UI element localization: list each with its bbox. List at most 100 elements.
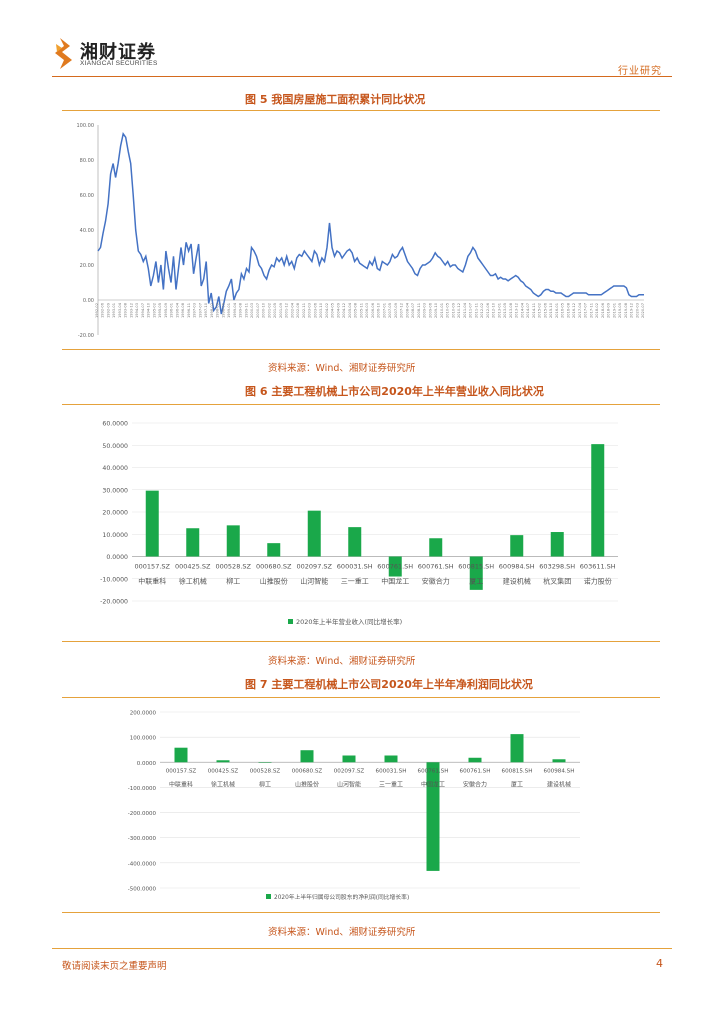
bar bbox=[216, 760, 230, 763]
bar bbox=[591, 444, 605, 557]
x-tick-label: 1999-11 bbox=[244, 303, 248, 318]
x-tick-label: 1992-09 bbox=[106, 302, 110, 318]
x-tick-company: 厦工 bbox=[511, 781, 523, 788]
y-tick-label: 0.0000 bbox=[137, 761, 157, 767]
x-tick-label: 2011-04 bbox=[463, 302, 467, 318]
bar bbox=[267, 543, 281, 557]
x-tick-label: 2002-08 bbox=[296, 302, 300, 318]
header-rule bbox=[52, 76, 672, 77]
x-tick-label: 1999-01 bbox=[227, 303, 231, 318]
x-tick-label: 1999-04 bbox=[233, 302, 237, 318]
x-tick-company: 山河智能 bbox=[300, 577, 328, 586]
footer-rule bbox=[52, 948, 672, 949]
x-tick-company: 中国龙工 bbox=[381, 577, 409, 586]
x-tick-label: 2015-06 bbox=[543, 302, 547, 318]
bar bbox=[429, 538, 443, 557]
legend-label: 2020年上半年归属母公司股东的净利润(同比增长率) bbox=[274, 893, 409, 901]
bar bbox=[145, 490, 159, 557]
legend-swatch bbox=[288, 619, 293, 624]
x-tick-company: 柳工 bbox=[259, 780, 271, 788]
x-tick-label: 2001-02 bbox=[267, 303, 271, 318]
chart-revenue-growth: 60.0000 50.0000 40.0000 30.0000 20.0000 10.00… bbox=[100, 421, 618, 626]
brand-name-cn: 湘财证券 bbox=[80, 42, 156, 63]
x-tick-label: 1998-05 bbox=[216, 303, 220, 318]
x-tick-label: 2006-10 bbox=[377, 302, 381, 318]
legend-swatch bbox=[266, 894, 271, 899]
x-tick-code: 600984.SH bbox=[499, 563, 535, 571]
x-tick-label: 2020-07 bbox=[641, 303, 645, 318]
x-tick-company: 厦工 bbox=[469, 578, 483, 586]
x-tick-label: 2014-07 bbox=[526, 303, 530, 318]
y-tick-label: 40.0000 bbox=[102, 465, 128, 472]
page-number: 4 bbox=[656, 957, 663, 970]
bar bbox=[226, 525, 240, 557]
x-tick-label: 2018-06 bbox=[601, 302, 605, 318]
x-tick-label: 2004-02 bbox=[325, 303, 329, 318]
x-tick-label: 1997-07 bbox=[198, 303, 202, 318]
x-tick-code: 000157.SZ bbox=[135, 563, 171, 571]
x-tick-company: 安徽合力 bbox=[422, 577, 450, 586]
x-tick-label: 2003-06 bbox=[313, 302, 317, 318]
x-tick-label: 2005-04 bbox=[348, 302, 352, 318]
x-tick-label: 2000-07 bbox=[256, 303, 260, 318]
x-tick-label: 2007-12 bbox=[400, 303, 404, 318]
chart-housing-construction-area: 100.00 80.00 60.00 40.00 20.00 0.00 -20.00 1992… bbox=[77, 123, 646, 339]
x-tick-label: 1994-07 bbox=[141, 303, 145, 318]
x-tick-code: 000157.SZ bbox=[166, 768, 197, 774]
x-tick-label: 2010-05 bbox=[446, 303, 450, 318]
x-tick-label: 1997-03 bbox=[193, 303, 197, 318]
figure-5-frame: 100.00 80.00 60.00 40.00 20.00 0.00 -20.00 1992… bbox=[62, 110, 660, 350]
y-tick-label: -400.0000 bbox=[128, 861, 157, 867]
x-tick-label: 2010-12 bbox=[457, 303, 461, 318]
x-tick-label: 1996-01 bbox=[170, 303, 174, 318]
x-tick-code: 002097.SZ bbox=[334, 768, 365, 774]
x-tick-label: 1994-03 bbox=[135, 303, 139, 318]
y-tick-label: -20.0000 bbox=[100, 599, 128, 606]
bar bbox=[300, 750, 314, 763]
x-tick-code: 000528.SZ bbox=[250, 768, 281, 774]
figure-6-title: 图 6 主要工程机械上市公司2020年上半年营业收入同比状况 bbox=[245, 385, 544, 398]
x-tick-label: 2012-10 bbox=[492, 302, 496, 318]
x-tick-label: 2005-11 bbox=[359, 303, 363, 318]
bar bbox=[426, 762, 440, 871]
y-tick-label: 20.0000 bbox=[102, 510, 128, 517]
figure-7-title: 图 7 主要工程机械上市公司2020年上半年净利润同比状况 bbox=[245, 678, 533, 691]
x-tick-label: 2011-07 bbox=[469, 303, 473, 318]
chart-net-profit-growth: 200.0000 100.0000 0.0000 -100.0000 -200.0000… bbox=[128, 711, 580, 901]
y-tick-label: 20.00 bbox=[80, 263, 94, 269]
bar bbox=[388, 556, 402, 577]
bar bbox=[342, 755, 356, 763]
bar bbox=[510, 734, 524, 763]
x-tick-company: 山河智能 bbox=[337, 780, 361, 788]
x-tick-label: 2013-05 bbox=[503, 303, 507, 318]
x-tick-code: 000680.SZ bbox=[292, 768, 323, 774]
x-tick-company: 中国龙工 bbox=[421, 780, 445, 788]
x-tick-label: 1998-09 bbox=[221, 302, 225, 318]
x-tick-label: 2019-05 bbox=[618, 303, 622, 318]
x-tick-label: 2005-08 bbox=[354, 302, 358, 318]
x-tick-company: 建设机械 bbox=[547, 780, 571, 788]
x-tick-label: 2011-11 bbox=[474, 303, 478, 318]
x-tick-label: 1994-10 bbox=[147, 302, 151, 318]
x-tick-label: 2016-08 bbox=[566, 302, 570, 318]
x-tick-label: 2013-12 bbox=[515, 303, 519, 318]
x-tick-label: 2002-04 bbox=[290, 302, 294, 318]
x-tick-label: 1995-05 bbox=[158, 303, 162, 318]
x-tick-label: 2016-01 bbox=[555, 303, 559, 318]
y-tick-label: 80.00 bbox=[80, 158, 94, 164]
x-tick-label: 1997-10 bbox=[204, 302, 208, 318]
y-tick-label: 40.00 bbox=[80, 228, 94, 234]
x-tick-label: 2014-11 bbox=[532, 303, 536, 318]
x-tick-label: 1996-08 bbox=[181, 302, 185, 318]
figure-6-source: 资料来源：Wind、湘财证券研究所 bbox=[268, 656, 416, 667]
x-tick-label: 2018-02 bbox=[595, 303, 599, 318]
x-tick-label: 2009-03 bbox=[423, 303, 427, 318]
x-tick-company: 三一重工 bbox=[341, 578, 369, 586]
x-tick-label: 2003-10 bbox=[319, 302, 323, 318]
bar bbox=[552, 759, 566, 763]
x-tick-label: 2017-11 bbox=[589, 303, 593, 318]
x-tick-label: 2001-05 bbox=[273, 303, 277, 318]
legend-label: 2020年上半年营业收入(同比增长率) bbox=[296, 617, 402, 626]
y-tick-label: -20.00 bbox=[78, 333, 94, 339]
x-tick-label: 1996-11 bbox=[187, 303, 191, 318]
